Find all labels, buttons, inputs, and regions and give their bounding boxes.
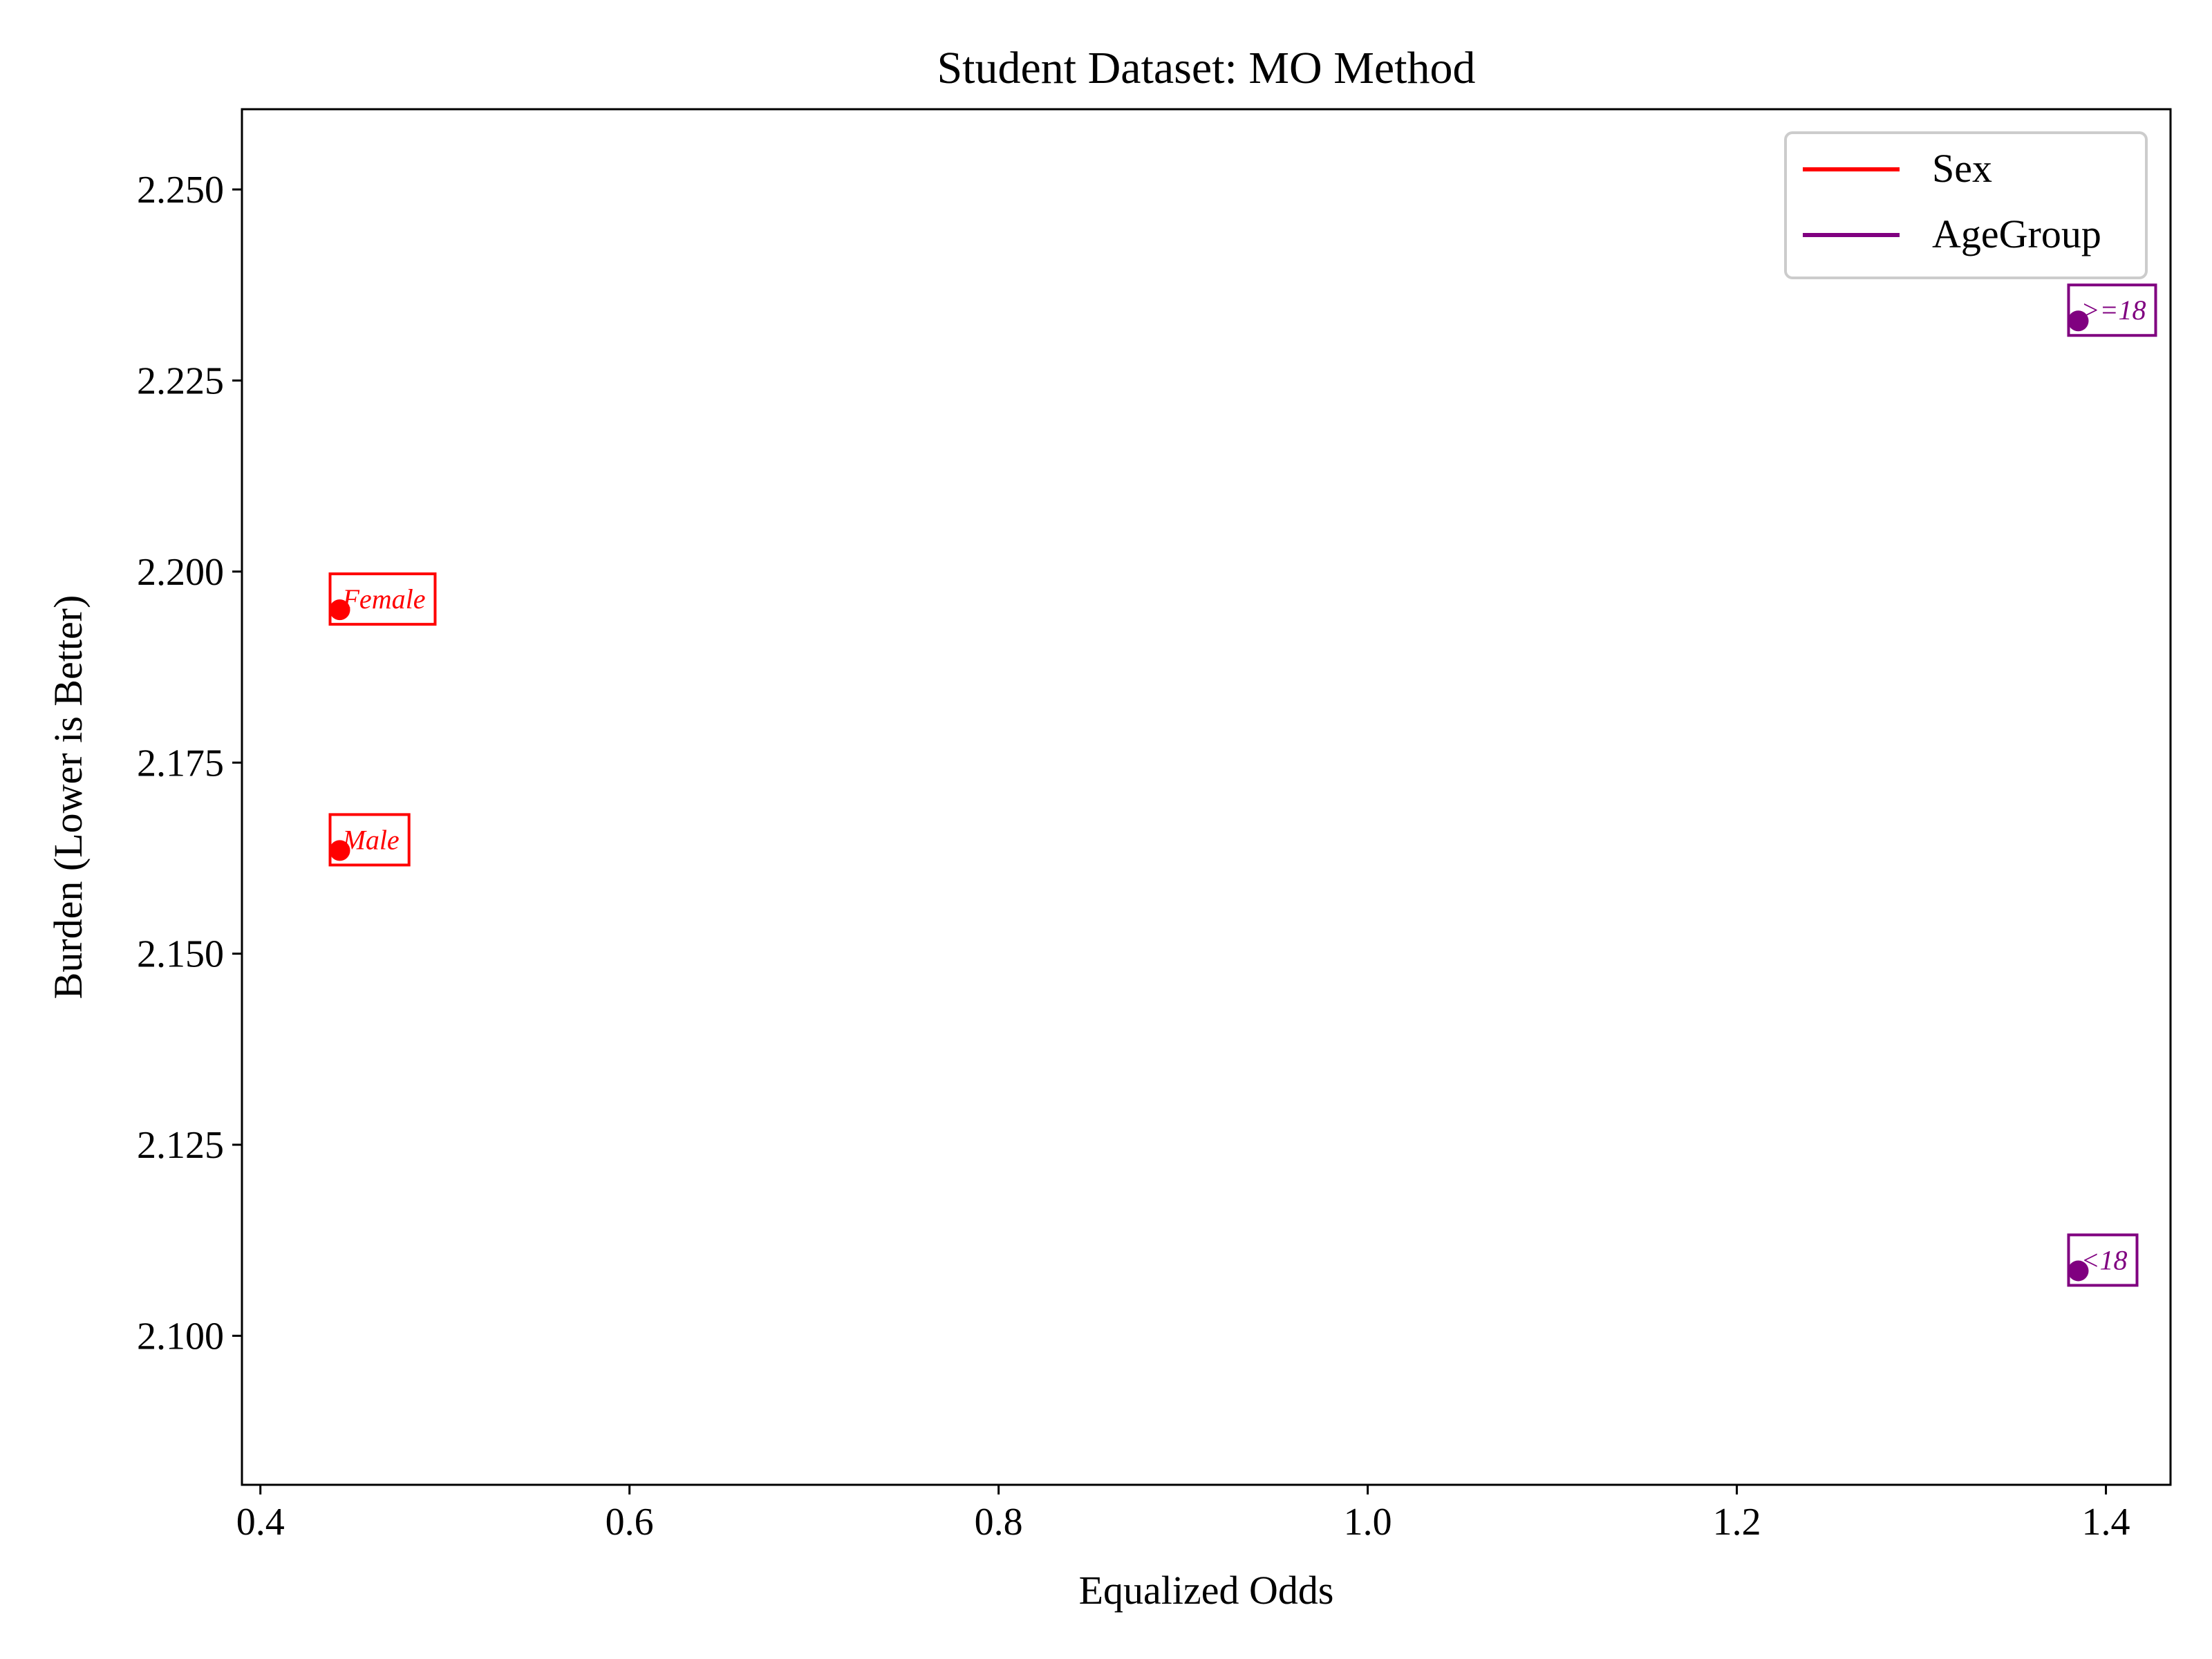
x-tick-label: 0.6 [606, 1501, 654, 1544]
y-tick-label: 2.175 [137, 742, 224, 785]
y-tick-label: 2.125 [137, 1124, 224, 1167]
x-tick-label: 1.2 [1713, 1501, 1761, 1544]
data-point-18 [2068, 1260, 2089, 1282]
y-tick-label: 2.200 [137, 551, 224, 594]
y-tick-label: 2.150 [137, 933, 224, 976]
y-axis-ticks: 2.100 2.125 2.150 2.175 2.200 2.225 2.250 [137, 169, 242, 1358]
data-point-18 [2068, 310, 2089, 332]
x-tick-label: 0.4 [236, 1501, 285, 1544]
legend-label-agegroup: AgeGroup [1932, 212, 2101, 256]
plot-frame [241, 108, 2172, 1486]
chart-title: Student Dataset: MO Method [937, 43, 1475, 93]
data-point-male [329, 840, 350, 861]
y-tick-label: 2.225 [137, 359, 224, 402]
point-label-18: <18 [2081, 1244, 2128, 1275]
legend: Sex AgeGroup [1784, 131, 2148, 279]
x-tick-label: 0.8 [975, 1501, 1023, 1544]
y-axis-label: Burden (Lower is Better) [46, 595, 91, 1000]
legend-label-sex: Sex [1932, 146, 1992, 191]
plot-area: 0.4 0.6 0.8 1.0 1.2 1.4 2.1002.1252.1502.1752… [137, 108, 2172, 1544]
x-axis-ticks: 0.4 0.6 0.8 1.0 1.2 1.4 [236, 1485, 2130, 1544]
point-label-male: Male [342, 824, 400, 855]
point-label-18: >=18 [2081, 294, 2146, 326]
data-points: Female Male >=18 <18 [328, 283, 2157, 1287]
x-axis-label: Equalized Odds [1079, 1568, 1334, 1613]
point-label-female: Female [342, 583, 426, 615]
y-tick-label: 2.100 [137, 1315, 224, 1358]
data-point-female [329, 599, 350, 621]
x-tick-label: 1.4 [2082, 1501, 2130, 1544]
x-tick-label: 1.0 [1344, 1501, 1392, 1544]
y-tick-label: 2.250 [137, 169, 224, 212]
